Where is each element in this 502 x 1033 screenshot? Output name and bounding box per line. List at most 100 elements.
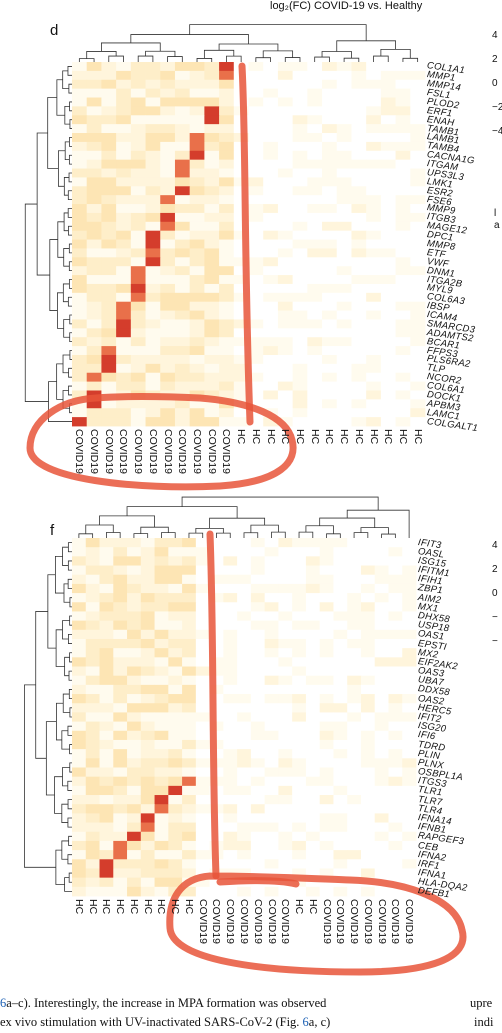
heatmap-cell-p0-r5-c18 <box>336 106 352 116</box>
heatmap-cell-p0-r11-c7 <box>174 159 191 169</box>
heatmap-cell-p1-r26-c4 <box>127 776 142 787</box>
heatmap-cell-p1-r33-c20 <box>347 840 362 851</box>
heatmap-cell-p0-r27-c2 <box>101 301 117 311</box>
legend-tick-top: 2 <box>492 54 498 65</box>
heatmap-cell-p1-r32-c24 <box>402 831 417 842</box>
heatmap-cell-p1-r24-c17 <box>305 758 321 768</box>
heatmap-cell-p0-r11-c10 <box>219 159 235 169</box>
heatmap-cell-p0-r28-c1 <box>86 310 102 320</box>
heatmap-cell-p1-r1-c19 <box>333 547 348 557</box>
caption-fig-ref-1[interactable]: 6 <box>0 996 7 1010</box>
heatmap-cell-p0-r17-c6 <box>160 212 176 223</box>
dendrogram-branch <box>67 780 72 791</box>
heatmap-cell-p0-r10-c9 <box>204 150 220 161</box>
heatmap-cell-p0-r24-c7 <box>174 275 191 285</box>
heatmap-cell-p0-r27-c18 <box>336 301 352 311</box>
sample-label: HC <box>127 899 140 915</box>
sample-label: COVID19 <box>361 899 374 944</box>
heatmap-cell-p0-r31-c1 <box>86 337 102 347</box>
heatmap-cell-p0-r40-c17 <box>322 417 338 427</box>
heatmap-cell-p1-r32-c19 <box>333 831 348 842</box>
heatmap-cell-p0-r38-c23 <box>410 399 426 409</box>
dendrogram-branch <box>353 532 369 538</box>
heatmap-cell-p0-r17-c21 <box>380 212 396 223</box>
heatmap-cell-p0-r6-c22 <box>395 115 411 125</box>
heatmap-cell-p0-r28-c3 <box>116 310 132 320</box>
heatmap-cell-p1-r30-c12 <box>237 813 252 823</box>
heatmap-cell-p0-r30-c12 <box>248 328 264 338</box>
heatmap-cell-p0-r16-c14 <box>277 204 294 214</box>
heatmap-cell-p0-r12-c3 <box>116 168 132 178</box>
heatmap-cell-p1-r11-c11 <box>223 638 238 649</box>
heatmap-cell-p0-r5-c6 <box>160 106 176 116</box>
heatmap-cell-p1-r21-c15 <box>278 730 293 741</box>
heatmap-cell-p0-r11-c0 <box>72 159 88 169</box>
heatmap-cell-p1-r31-c16 <box>292 822 307 833</box>
heatmap-cell-p0-r17-c16 <box>307 212 323 223</box>
heatmap-cell-p0-r37-c16 <box>307 390 323 400</box>
heatmap-cell-p1-r30-c11 <box>223 813 238 823</box>
heatmap-cell-p0-r35-c17 <box>322 372 338 383</box>
heatmap-cell-p1-r24-c20 <box>347 758 362 768</box>
heatmap-cell-p0-r35-c7 <box>174 372 191 383</box>
heatmap-cell-p0-r39-c19 <box>351 408 367 418</box>
heatmap-cell-p1-r16-c3 <box>113 684 128 695</box>
heatmap-cell-p0-r32-c21 <box>380 346 396 356</box>
heatmap-cell-p0-r39-c1 <box>86 408 102 418</box>
dendrogram-branch <box>69 744 72 755</box>
heatmap-cell-p1-r29-c3 <box>113 804 128 814</box>
heatmap-cell-p0-r12-c9 <box>204 168 220 178</box>
heatmap-cell-p0-r33-c10 <box>219 354 235 365</box>
heatmap-cell-p1-r18-c13 <box>250 703 266 713</box>
heatmap-cell-p0-r40-c2 <box>101 417 117 427</box>
heatmap-cell-p1-r7-c19 <box>333 602 348 612</box>
dendrogram-branch <box>69 615 72 626</box>
sample-label: COVID19 <box>146 429 159 474</box>
heatmap-cell-p1-r22-c24 <box>402 739 417 750</box>
heatmap-cell-p1-r35-c5 <box>140 859 155 869</box>
dendrogram-branch <box>68 154 72 165</box>
heatmap-cell-p1-r15-c3 <box>113 675 128 686</box>
heatmap-cell-p0-r24-c20 <box>366 275 382 285</box>
heatmap-cell-p1-r19-c24 <box>402 712 417 722</box>
heatmap-cell-p0-r15-c14 <box>277 195 294 205</box>
heatmap-cell-p0-r25-c9 <box>204 283 220 294</box>
heatmap-cell-p0-r29-c13 <box>263 319 279 329</box>
heatmap-cell-p1-r10-c19 <box>333 629 348 640</box>
heatmap-cell-p0-r21-c3 <box>116 248 132 258</box>
heatmap-cell-p0-r19-c23 <box>410 230 426 240</box>
heatmap-cell-p1-r12-c0 <box>72 648 87 658</box>
heatmap-cell-p0-r1-c7 <box>174 70 191 81</box>
heatmap-cell-p0-r39-c23 <box>410 408 426 418</box>
heatmap-cell-p1-r25-c6 <box>154 767 169 778</box>
heatmap-cell-p0-r28-c8 <box>189 310 205 320</box>
heatmap-cell-p1-r37-c16 <box>292 877 307 888</box>
heatmap-cell-p0-r4-c5 <box>145 97 161 107</box>
dendrogram-branch <box>271 531 286 538</box>
heatmap-cell-p1-r5-c11 <box>223 583 238 594</box>
heatmap-cell-p1-r15-c20 <box>347 675 362 686</box>
heatmap-cell-p0-r10-c0 <box>72 150 88 161</box>
heatmap-cell-p1-r13-c23 <box>388 657 403 667</box>
heatmap-cell-p1-r19-c2 <box>99 712 114 722</box>
heatmap-cell-p0-r2-c20 <box>366 79 382 90</box>
heatmap-cell-p1-r29-c2 <box>99 804 114 814</box>
caption-fig-ref-2[interactable]: 6 <box>302 1015 309 1029</box>
heatmap-cell-p1-r8-c14 <box>264 611 279 622</box>
heatmap-cell-p1-r2-c10 <box>209 556 224 566</box>
heatmap-cell-p1-r4-c24 <box>402 574 417 585</box>
heatmap-cell-p1-r21-c20 <box>347 730 362 741</box>
heatmap-cell-p0-r37-c17 <box>322 390 338 400</box>
heatmap-cell-p0-r1-c6 <box>160 70 176 81</box>
dendrogram-branch <box>24 203 49 402</box>
heatmap-cell-p1-r11-c3 <box>113 638 128 649</box>
heatmap-cell-p1-r2-c24 <box>402 556 417 566</box>
sample-label: HC <box>100 899 113 915</box>
heatmap-cell-p1-r37-c6 <box>154 877 169 888</box>
heatmap-cell-p0-r36-c21 <box>380 381 396 391</box>
heatmap-cell-p1-r16-c5 <box>140 684 155 695</box>
heatmap-cell-p0-r14-c3 <box>116 186 132 196</box>
column-dendrogram-d <box>78 24 419 62</box>
heatmap-cell-p1-r34-c22 <box>374 850 389 860</box>
heatmap-cell-p1-r8-c11 <box>223 611 238 622</box>
